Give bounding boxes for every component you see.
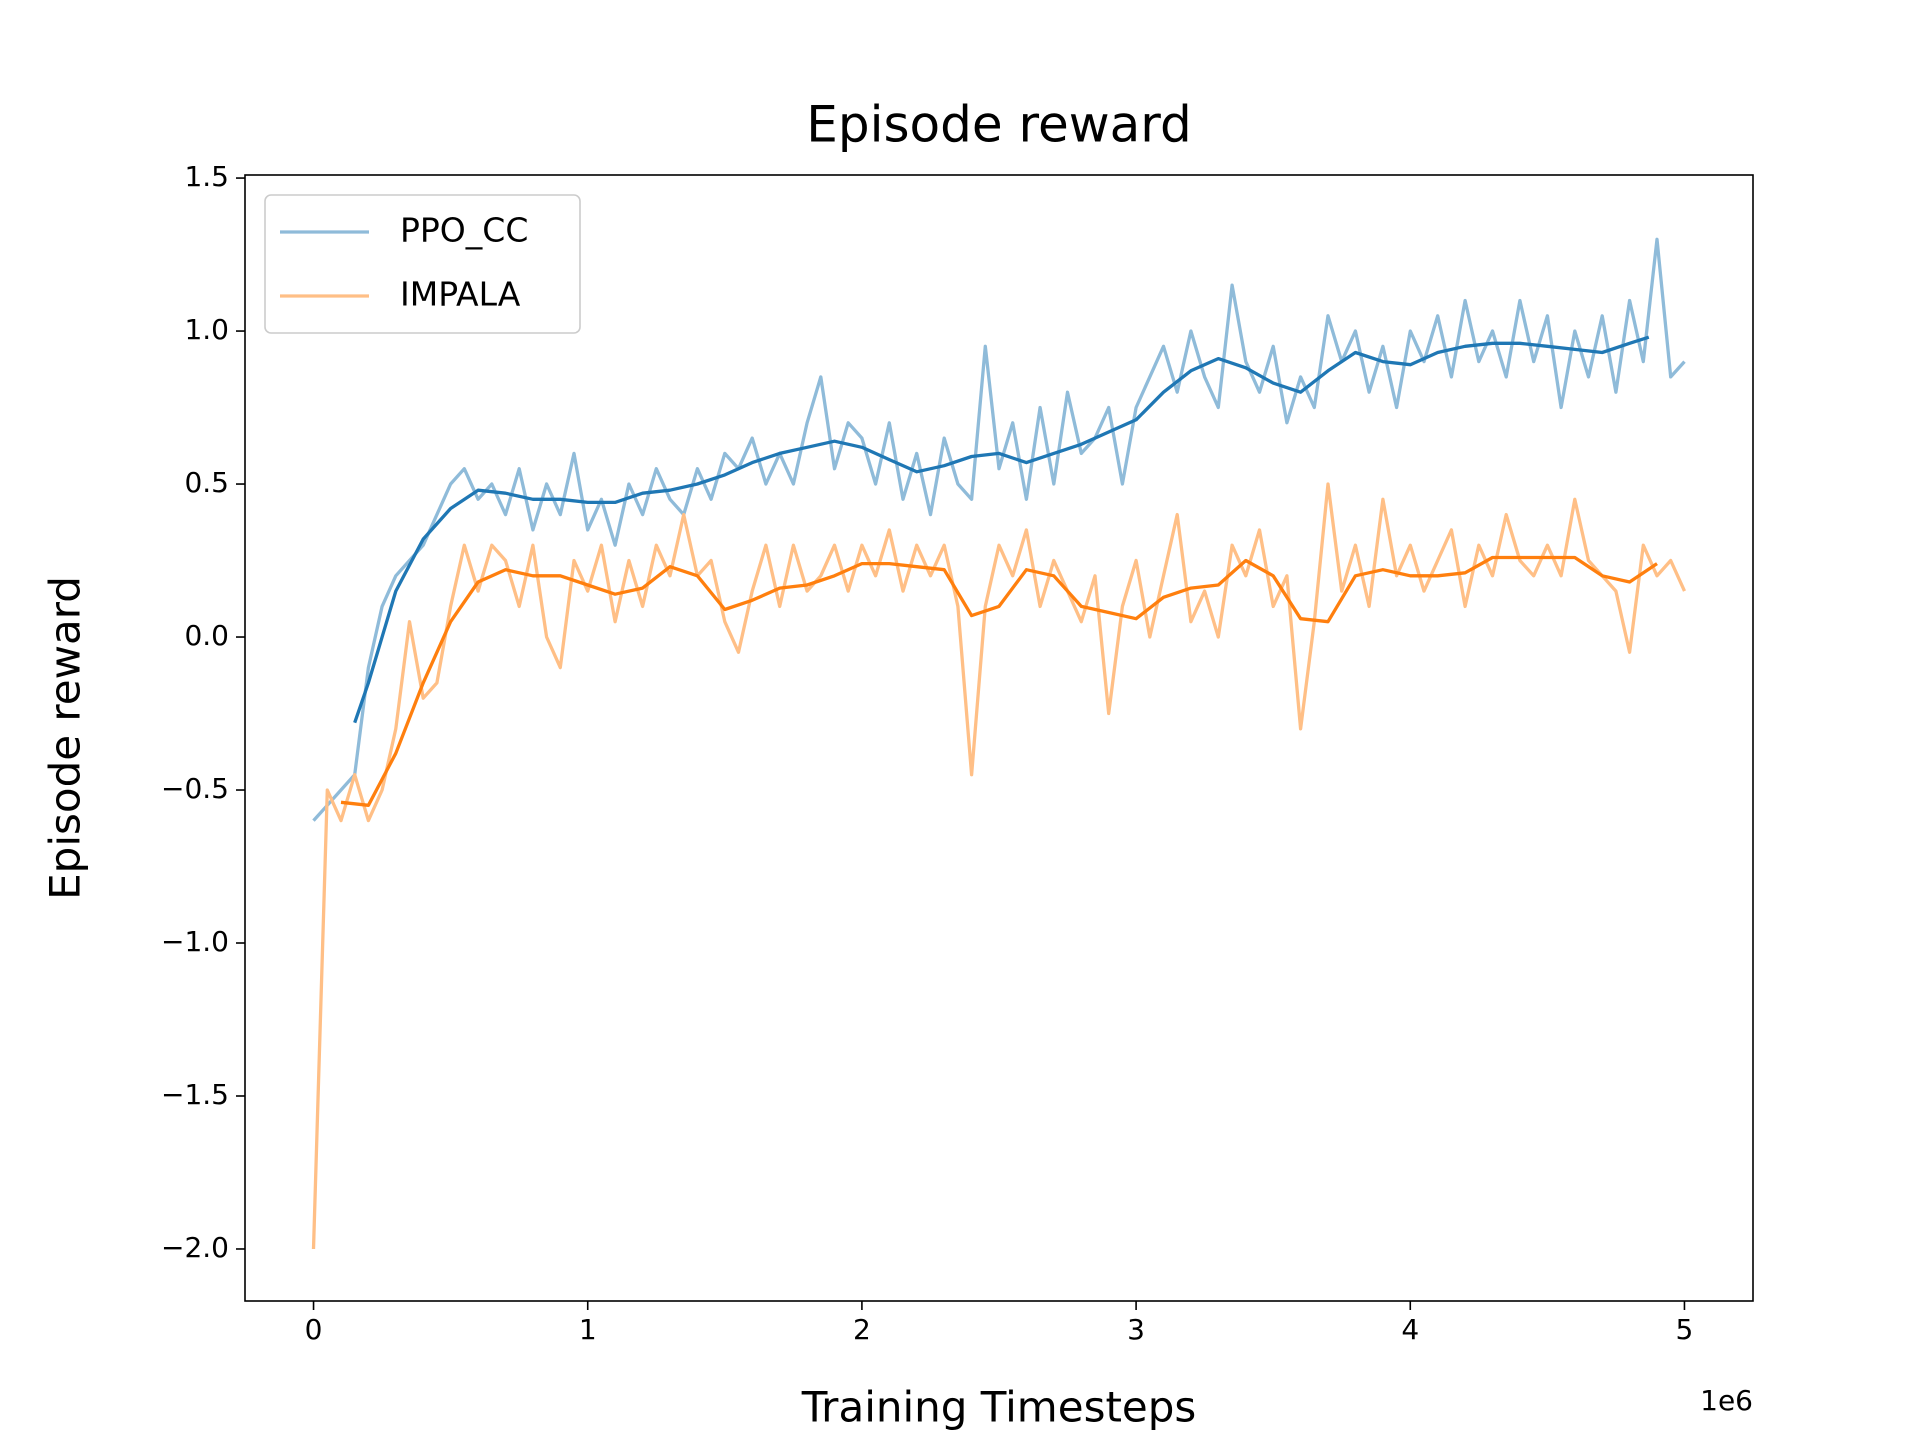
x-tick-label: 5	[1676, 1313, 1694, 1346]
x-offset-label: 1e6	[1700, 1384, 1753, 1417]
y-tick-label: 0.0	[184, 619, 229, 652]
y-tick-label: −2.0	[161, 1231, 229, 1264]
x-tick-label: 2	[853, 1313, 871, 1346]
y-tick-label: 1.5	[184, 160, 229, 193]
y-axis-label: Episode reward	[41, 576, 90, 900]
series-line	[340, 555, 1658, 807]
y-tick-label: 1.0	[184, 313, 229, 346]
x-axis-label: Training Timesteps	[801, 1383, 1197, 1432]
x-tick-label: 4	[1401, 1313, 1419, 1346]
plot-frame	[244, 174, 1754, 1302]
x-tick-label: 3	[1127, 1313, 1145, 1346]
x-tick-label: 0	[305, 1313, 323, 1346]
legend-box	[264, 194, 581, 334]
y-tick-label: 0.5	[184, 466, 229, 499]
legend-label: PPO_CC	[400, 211, 528, 250]
x-tick-label: 1	[579, 1313, 597, 1346]
y-tick-label: −0.5	[161, 772, 229, 805]
y-tick-label: −1.5	[161, 1078, 229, 1111]
legend-label: IMPALA	[400, 275, 521, 314]
series-line	[311, 482, 1687, 1250]
series-line	[353, 335, 1650, 724]
y-tick-label: −1.0	[161, 925, 229, 958]
chart-title: Episode reward	[806, 96, 1191, 154]
